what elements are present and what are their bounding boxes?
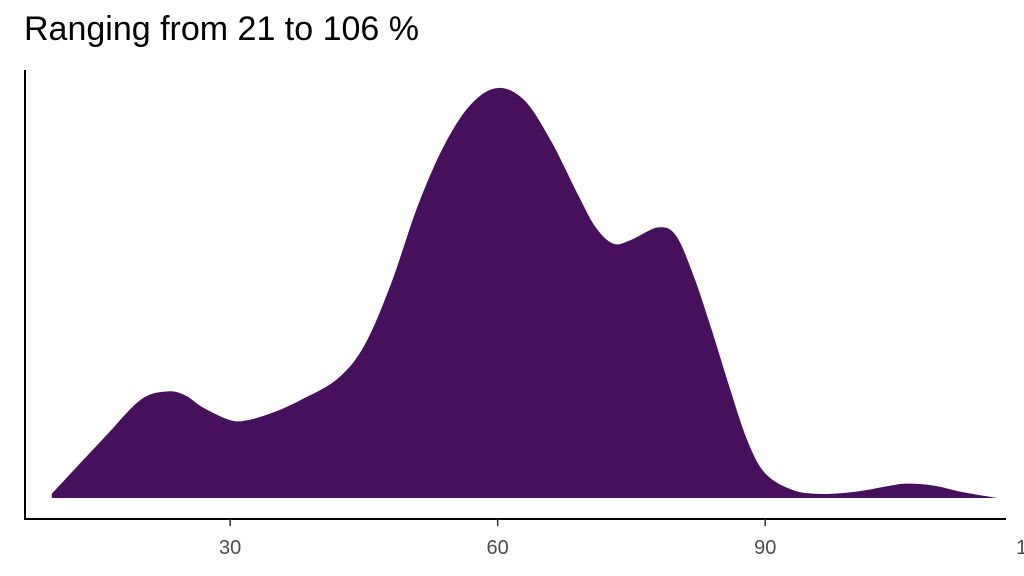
x-tick-label: 30: [219, 537, 241, 559]
chart-title: Ranging from 21 to 106 %: [24, 10, 420, 48]
x-tick-label: 120: [1016, 537, 1024, 559]
x-tick-label: 90: [754, 537, 776, 559]
density-area: [51, 87, 998, 498]
x-tick-label: 60: [487, 537, 509, 559]
